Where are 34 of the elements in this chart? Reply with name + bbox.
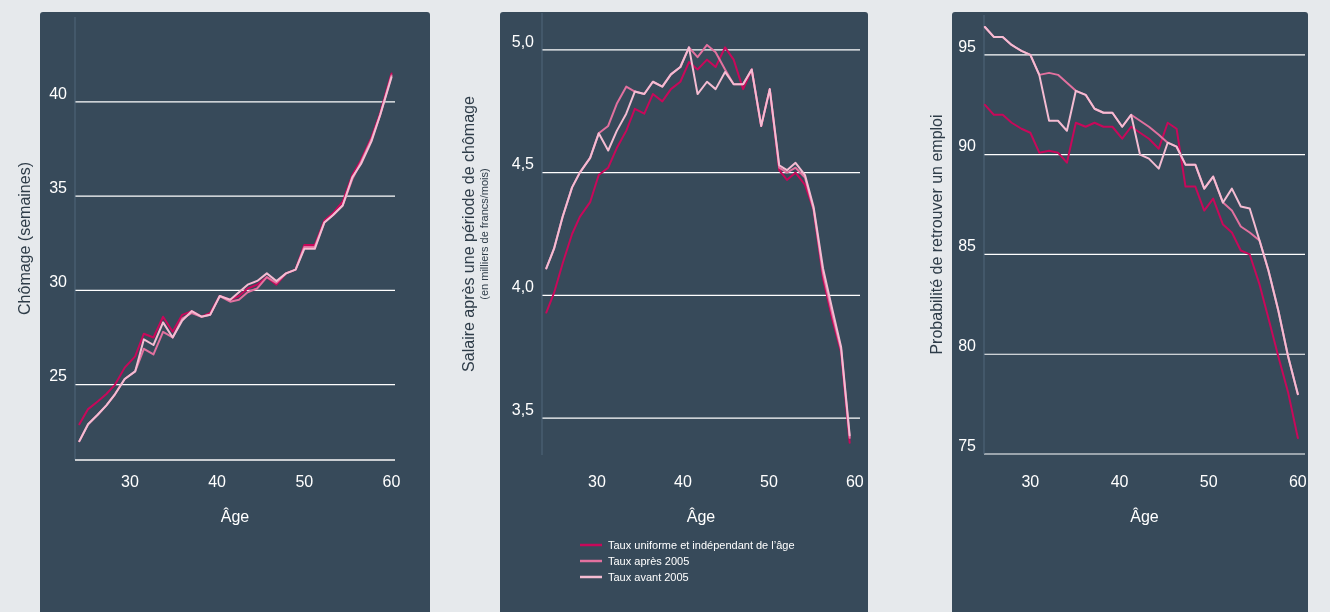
x-tick-label: 40 bbox=[674, 472, 692, 490]
legend-label: Taux avant 2005 bbox=[608, 570, 689, 583]
x-tick-label: 60 bbox=[845, 472, 864, 490]
x-tick-label: 30 bbox=[1021, 472, 1040, 490]
y-tick-label: 30 bbox=[49, 273, 68, 291]
x-tick-label: 50 bbox=[760, 472, 778, 490]
x-axis-title: Âge bbox=[220, 506, 250, 525]
x-tick-label: 60 bbox=[1288, 472, 1307, 490]
y-tick-label: 90 bbox=[958, 137, 977, 155]
y-tick-label: 3,5 bbox=[511, 400, 535, 418]
x-tick-label: 30 bbox=[588, 472, 607, 490]
y-tick-label: 35 bbox=[49, 178, 68, 196]
y-tick-label: 95 bbox=[958, 37, 977, 55]
x-tick-label: 30 bbox=[121, 472, 139, 490]
x-axis-title: Âge bbox=[1130, 506, 1159, 525]
y-tick-label: 40 bbox=[49, 84, 68, 102]
y-tick-label: 75 bbox=[958, 436, 977, 454]
x-tick-label: 60 bbox=[382, 472, 401, 490]
y-axis-title: Chômage (semaines) bbox=[15, 162, 33, 315]
x-tick-label: 40 bbox=[208, 472, 227, 490]
y-tick-label: 4,5 bbox=[511, 155, 535, 173]
x-tick-label: 50 bbox=[295, 472, 314, 490]
y-tick-label: 25 bbox=[49, 367, 68, 385]
legend-label: Taux après 2005 bbox=[608, 554, 690, 567]
x-tick-label: 50 bbox=[1199, 472, 1218, 490]
x-tick-label: 40 bbox=[1110, 472, 1129, 490]
y-tick-label: 4,0 bbox=[511, 278, 535, 296]
y-tick-label: 5,0 bbox=[511, 32, 535, 50]
legend-label: Taux uniforme et indépendant de l’âge bbox=[608, 538, 795, 551]
x-axis-title: Âge bbox=[686, 506, 716, 525]
y-tick-label: 85 bbox=[958, 237, 977, 255]
y-axis-title: Probabilité de retrouver un emploi bbox=[927, 114, 945, 355]
y-tick-label: 80 bbox=[958, 337, 977, 355]
y-axis-title: Salaire après une période de chômage (en milliers de francs/mois) bbox=[459, 96, 490, 372]
